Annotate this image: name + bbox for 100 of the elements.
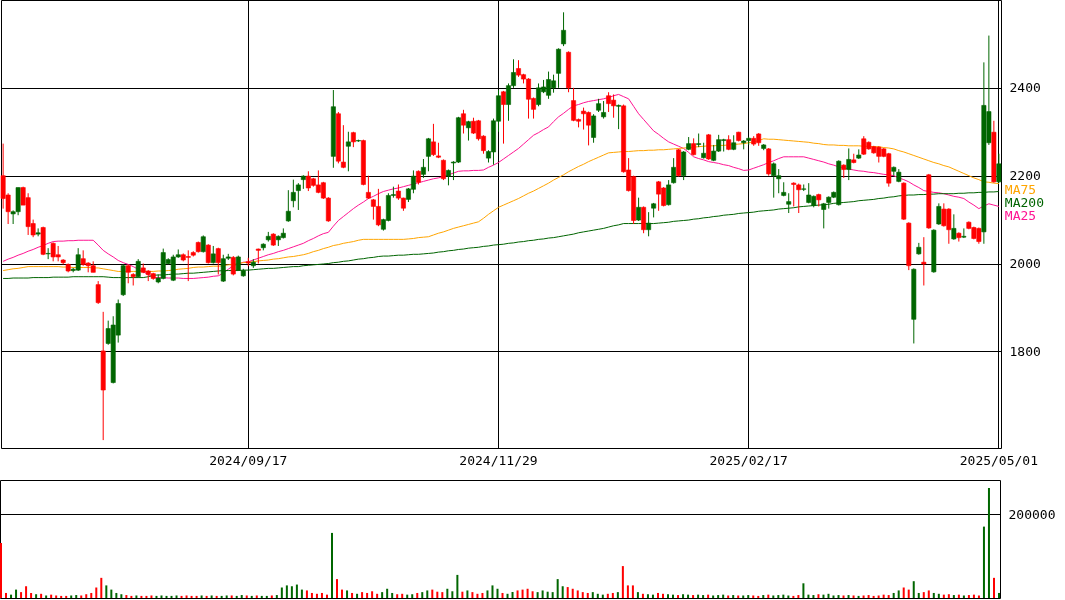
bar <box>225 595 228 598</box>
bar <box>732 595 735 598</box>
bar <box>135 595 138 598</box>
bar <box>922 592 925 598</box>
bar <box>932 592 935 598</box>
candlestick <box>636 197 642 222</box>
bar <box>491 585 494 598</box>
bar <box>912 581 915 598</box>
bar <box>837 595 840 598</box>
bar <box>25 586 28 598</box>
bar <box>70 595 73 598</box>
bar <box>265 595 268 598</box>
bar <box>581 592 584 598</box>
bar <box>636 592 639 598</box>
bar <box>250 595 253 598</box>
bar <box>667 594 670 598</box>
bar <box>501 592 504 598</box>
bar <box>496 588 499 598</box>
candlestick <box>345 131 351 172</box>
bar <box>60 595 63 598</box>
bar <box>797 595 800 598</box>
bar <box>40 593 43 598</box>
bar <box>436 591 439 598</box>
bar <box>867 595 870 598</box>
bar <box>626 585 629 598</box>
candlestick <box>791 181 797 207</box>
bar <box>787 595 790 598</box>
bar <box>240 595 243 598</box>
bar <box>907 589 910 598</box>
bar <box>130 595 133 598</box>
candlestick <box>290 179 296 208</box>
bar <box>245 595 248 598</box>
bar <box>310 592 313 598</box>
bar <box>35 594 38 598</box>
bar <box>757 595 760 598</box>
bar <box>476 593 479 598</box>
y-tick-label: 2200 <box>1009 168 1041 184</box>
bar <box>541 590 544 598</box>
bar <box>290 586 293 598</box>
bar <box>897 590 900 598</box>
candlestick <box>646 211 652 237</box>
bar <box>641 593 644 598</box>
candlestick <box>921 236 927 286</box>
bar <box>371 591 374 598</box>
bar <box>336 579 339 598</box>
bar <box>5 592 8 598</box>
bar <box>531 591 534 598</box>
bar <box>817 594 820 598</box>
bar <box>431 589 434 598</box>
candlestick <box>215 247 221 276</box>
candlestick <box>501 90 506 145</box>
bar <box>376 593 379 598</box>
bar <box>646 594 649 598</box>
bar <box>451 591 454 598</box>
bar <box>205 595 208 598</box>
bar <box>927 590 930 598</box>
bar <box>30 592 33 598</box>
bar <box>677 595 680 598</box>
bar <box>145 595 148 598</box>
candlestick <box>426 137 431 172</box>
bar <box>341 589 344 598</box>
bar <box>421 592 424 598</box>
bar <box>456 574 459 598</box>
bar <box>511 592 514 598</box>
bar <box>481 592 484 598</box>
bar <box>386 588 389 598</box>
bar <box>521 589 524 598</box>
bar <box>702 595 705 598</box>
bar <box>857 595 860 598</box>
bar <box>285 585 288 598</box>
bar <box>155 595 158 598</box>
candlestick <box>591 113 596 144</box>
bar <box>546 591 549 598</box>
candlestick <box>616 104 622 130</box>
bar <box>506 593 509 598</box>
bar <box>872 595 875 598</box>
bar <box>150 595 153 598</box>
bar <box>446 588 449 598</box>
bar <box>777 595 780 598</box>
bar <box>230 595 233 598</box>
candlestick <box>681 150 687 181</box>
bar <box>992 577 995 598</box>
bar <box>747 595 750 598</box>
bar <box>551 592 554 598</box>
bar <box>75 595 78 598</box>
candlestick <box>671 157 677 185</box>
bar <box>556 579 559 598</box>
bar <box>947 594 950 598</box>
bar <box>330 532 333 598</box>
bar <box>486 590 489 598</box>
bar <box>631 585 634 598</box>
bar <box>95 587 98 598</box>
candlestick <box>656 180 662 212</box>
bar <box>401 593 404 598</box>
candlestick <box>771 162 777 199</box>
bar <box>275 595 278 598</box>
x-tick-label: 2025/02/17 <box>709 452 788 468</box>
bar <box>295 584 298 598</box>
bar <box>195 595 198 598</box>
bar <box>260 595 263 598</box>
